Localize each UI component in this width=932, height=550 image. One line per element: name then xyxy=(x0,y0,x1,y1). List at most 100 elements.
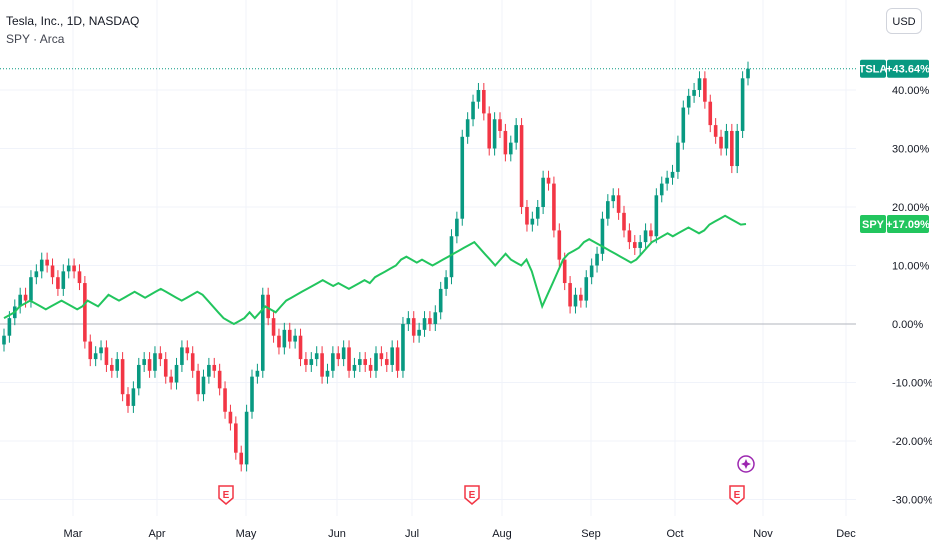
candle-body xyxy=(503,130,508,155)
candle-body xyxy=(530,218,535,225)
candle-body xyxy=(433,312,438,324)
candle-body xyxy=(250,376,254,412)
candle-body xyxy=(39,259,44,272)
candle-body xyxy=(438,288,443,313)
earnings-marker-label: E xyxy=(734,490,741,501)
tsla-symbol-label: TSLA xyxy=(859,64,888,76)
symbol-title[interactable]: Tesla, Inc., 1D, NASDAQ xyxy=(6,14,140,28)
y-tick-label: -10.00% xyxy=(892,378,932,390)
candle-body xyxy=(331,353,335,371)
candle-body xyxy=(519,125,524,207)
candle-body xyxy=(99,347,103,354)
candle-body xyxy=(93,353,98,360)
candle-body xyxy=(217,370,222,389)
candle-body xyxy=(514,125,518,143)
candle-body xyxy=(83,283,87,342)
candle-body xyxy=(730,130,734,167)
candle-body xyxy=(390,347,394,365)
candle-body xyxy=(584,277,589,301)
chart-legend: Tesla, Inc., 1D, NASDAQ SPY · Arca xyxy=(6,12,139,48)
candle-body xyxy=(196,370,200,395)
candle-body xyxy=(573,294,578,307)
candle-body xyxy=(29,277,33,301)
earnings-marker-label: E xyxy=(223,490,230,501)
candle-body xyxy=(174,364,179,383)
candle-body xyxy=(23,294,28,301)
candle-body xyxy=(169,376,173,383)
spy-line-layer xyxy=(3,214,747,326)
candle-body xyxy=(255,370,260,377)
candle-body xyxy=(320,353,324,377)
candle-body xyxy=(535,207,540,219)
spy-symbol-tag xyxy=(860,215,886,234)
candle-body xyxy=(665,177,669,184)
candle-body xyxy=(298,335,303,360)
event-star xyxy=(741,459,751,469)
candle-body xyxy=(153,353,157,371)
candle-body xyxy=(482,90,486,114)
candle-body xyxy=(401,324,405,371)
candle-body xyxy=(61,271,66,289)
x-tick-label: Oct xyxy=(666,528,683,540)
candle-body xyxy=(77,271,82,284)
earnings-marker[interactable]: E xyxy=(464,485,480,505)
grid xyxy=(0,0,856,516)
candle-body xyxy=(304,359,308,365)
candle-body xyxy=(449,236,454,278)
earnings-marker[interactable]: E xyxy=(218,485,234,505)
candle-body xyxy=(611,195,616,202)
candle-body xyxy=(7,318,12,336)
spy-symbol-label: SPY xyxy=(862,219,885,231)
earnings-marker[interactable]: E xyxy=(729,485,745,505)
x-tick-label: Mar xyxy=(64,528,83,540)
axes: 40.00% 30.00% 20.00% 10.00% 0.00% -10.00% -20.… xyxy=(64,85,932,540)
candle-body xyxy=(697,78,702,90)
candle-body xyxy=(18,294,22,307)
candle-body xyxy=(627,230,632,243)
candle-body xyxy=(115,359,120,371)
candle-body xyxy=(735,130,740,167)
candle-body xyxy=(88,341,93,360)
candle-body xyxy=(266,294,270,319)
candle-body xyxy=(374,353,378,371)
candle-body xyxy=(411,318,416,336)
candle-body xyxy=(406,318,411,324)
candle-body xyxy=(2,335,6,345)
candle-body xyxy=(595,253,599,266)
event-circle-icon[interactable] xyxy=(737,455,755,473)
currency-button[interactable]: USD xyxy=(886,8,922,34)
x-tick-label: Dec xyxy=(836,528,856,540)
candle-body xyxy=(72,265,76,272)
y-tick-label: -20.00% xyxy=(892,436,932,448)
candle-body xyxy=(56,277,60,289)
candle-body xyxy=(455,218,459,237)
y-tick-label: -30.00% xyxy=(892,495,932,507)
candle-body xyxy=(126,394,130,406)
compare-symbol[interactable]: SPY · Arca xyxy=(6,32,65,46)
candle-body xyxy=(314,353,319,360)
candle-body xyxy=(50,265,55,278)
candle-body xyxy=(293,335,297,342)
candle-body xyxy=(234,423,238,453)
candle-body xyxy=(740,78,745,131)
candle-body xyxy=(34,271,39,278)
candle-body xyxy=(492,119,497,149)
candle-body xyxy=(616,195,621,213)
candle-body xyxy=(643,230,648,243)
y-tick-label: 10.00% xyxy=(892,261,930,273)
candle-body xyxy=(600,218,605,254)
candle-body xyxy=(136,364,141,389)
candle-body xyxy=(228,411,233,424)
candle-body xyxy=(282,329,287,348)
candle-body xyxy=(692,90,696,96)
candle-body xyxy=(579,294,583,301)
candle-body xyxy=(163,359,168,377)
candle-body xyxy=(713,125,718,137)
candle-body xyxy=(142,359,146,365)
candle-body xyxy=(465,119,470,137)
candle-body xyxy=(309,359,314,365)
candle-body xyxy=(552,183,556,231)
